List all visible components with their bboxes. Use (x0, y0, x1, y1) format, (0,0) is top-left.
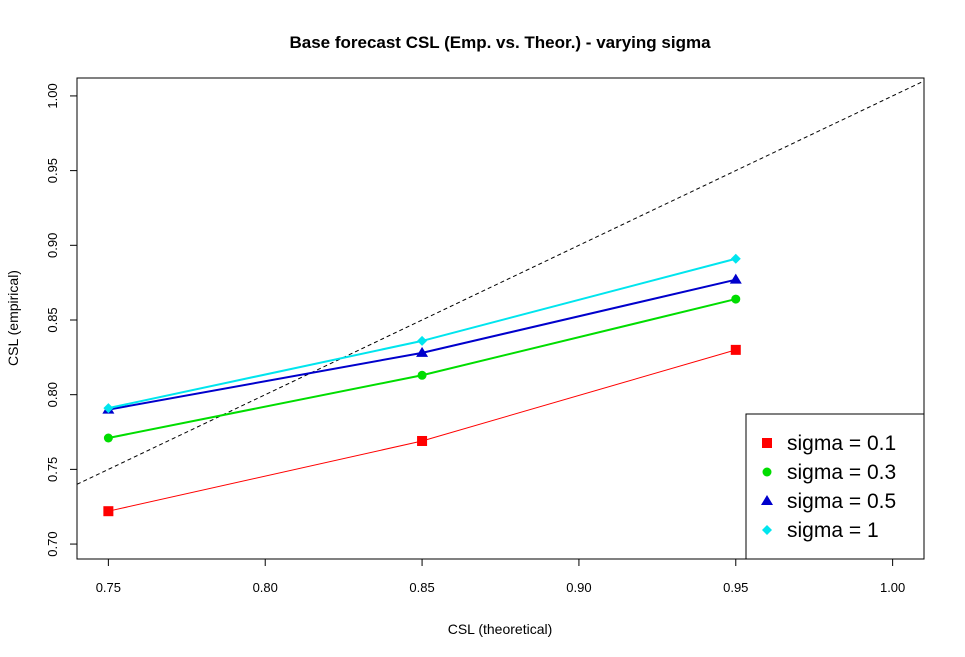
x-tick-label: 0.95 (723, 580, 748, 595)
legend-marker (762, 438, 772, 448)
data-point (417, 335, 428, 346)
x-tick-label: 0.85 (409, 580, 434, 595)
x-tick-label: 0.80 (253, 580, 278, 595)
series-4 (103, 253, 741, 414)
legend-label: sigma = 0.3 (787, 461, 896, 484)
legend-marker (761, 495, 773, 505)
data-point (416, 346, 429, 357)
y-axis: 0.70 0.75 0.80 0.85 0.90 0.95 1.00 (45, 83, 77, 557)
chart-title: Base forecast CSL (Emp. vs. Theor.) - va… (289, 33, 711, 52)
x-tick-label: 1.00 (880, 580, 905, 595)
data-point (729, 273, 742, 284)
data-point (730, 253, 741, 264)
data-point (103, 506, 114, 517)
legend-marker (762, 467, 772, 477)
series-3 (102, 273, 742, 414)
y-tick-label: 1.00 (45, 83, 60, 108)
series-2 (103, 294, 741, 443)
series-layer (102, 253, 742, 517)
reference-line (76, 80, 925, 485)
series-line (108, 298, 737, 439)
x-tick-label: 0.90 (566, 580, 591, 595)
series-1 (103, 344, 741, 517)
legend: sigma = 0.1 sigma = 0.3 sigma = 0.5 sigma =… (745, 413, 925, 560)
data-point (417, 435, 428, 446)
legend-label: sigma = 0.1 (787, 432, 896, 455)
reference-line-layer (76, 80, 925, 485)
y-tick-label: 0.85 (45, 307, 60, 332)
data-point (730, 344, 741, 355)
x-tick-label: 0.75 (96, 580, 121, 595)
data-point (731, 294, 741, 304)
plot-frame (76, 77, 925, 560)
y-tick-label: 0.95 (45, 158, 60, 183)
y-tick-label: 0.80 (45, 382, 60, 407)
x-axis-label: CSL (theoretical) (448, 621, 553, 637)
legend-marker (762, 525, 772, 535)
legend-box (745, 413, 925, 560)
y-tick-label: 0.75 (45, 457, 60, 482)
legend-label: sigma = 1 (787, 519, 879, 542)
data-point (417, 370, 427, 380)
data-point (103, 433, 113, 443)
y-tick-label: 0.70 (45, 531, 60, 556)
y-tick-label: 0.90 (45, 233, 60, 258)
data-point (103, 403, 114, 414)
series-line (108, 257, 737, 410)
legend-label: sigma = 0.5 (787, 490, 896, 513)
y-axis-label: CSL (empirical) (5, 270, 21, 366)
x-axis: 0.75 0.80 0.85 0.90 0.95 1.00 (96, 559, 905, 595)
